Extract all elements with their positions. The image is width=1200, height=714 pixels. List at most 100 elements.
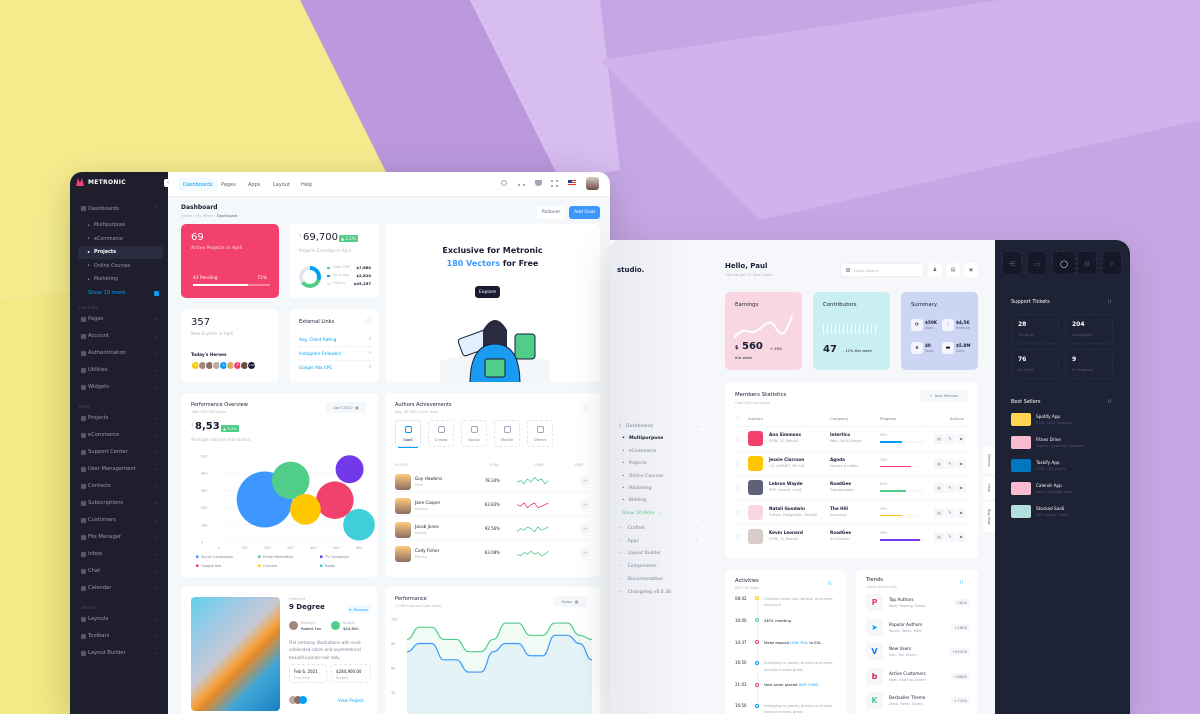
app-name[interactable]: Spotify App	[1036, 414, 1061, 419]
settings-icon[interactable]: ▤	[934, 458, 944, 469]
tab-mobile[interactable]: Mobile	[494, 420, 520, 447]
app-name[interactable]: Stocked SaaS	[1036, 506, 1065, 511]
edit-icon[interactable]: ✎	[945, 434, 955, 444]
sidebar-item-layout-builder[interactable]: — Layout Builder	[618, 551, 661, 556]
trend-title[interactable]: New Users	[889, 646, 912, 651]
sidebar-item-projects[interactable]: • Projects	[622, 461, 647, 466]
user-avatar[interactable]	[586, 177, 599, 190]
tab-help[interactable]: Help	[301, 181, 313, 188]
external-link-icon[interactable]: ↗	[368, 365, 372, 370]
apps-icon[interactable]	[551, 180, 558, 187]
delete-icon[interactable]: ▪	[956, 434, 966, 444]
external-link-icon[interactable]: ↗	[368, 351, 372, 356]
tab-pages[interactable]: Pages	[221, 181, 236, 188]
sidebar-item-projects[interactable]: • Projects	[78, 246, 163, 259]
side-tab-buy-now[interactable]: Buy Now	[983, 502, 995, 532]
add-goal-button[interactable]: Add Goal	[569, 206, 600, 219]
sidebar-item-documentation[interactable]: — Documentation	[618, 577, 663, 582]
edit-icon[interactable]: ✎	[945, 532, 955, 542]
activity-link[interactable]: #XF-2356	[798, 682, 818, 688]
view-button[interactable]: →	[581, 501, 589, 509]
tab-crypto[interactable]: Crypto	[428, 420, 454, 447]
sidebar-item-layout-builder[interactable]: Layout Builder ⌄	[78, 647, 163, 660]
settings-icon[interactable]: ▤	[934, 483, 944, 493]
external-link[interactable]: Google Ads CPC	[299, 365, 333, 370]
sidebar-item-projects[interactable]: Projects ⌄	[78, 412, 163, 425]
rollover-button[interactable]: Rollover	[537, 206, 565, 219]
messages-button[interactable]: ▤	[946, 263, 960, 277]
settings-icon[interactable]: ▤	[934, 434, 944, 444]
quick-search-input[interactable]: Quick Search	[840, 263, 924, 277]
side-tab-demos[interactable]: Demos	[983, 447, 995, 473]
delete-icon[interactable]: ▪	[956, 458, 966, 469]
sidebar-item-inbox[interactable]: Inbox ⌄	[78, 548, 163, 561]
trend-title[interactable]: Bestseller Theme	[889, 695, 926, 700]
breadcrumb-team[interactable]: My Team	[196, 213, 213, 218]
author-name[interactable]: Guy Hawkins	[415, 476, 443, 481]
side-tab-help[interactable]: Help	[983, 477, 995, 499]
sidebar-item-marketing[interactable]: • Marketing	[78, 273, 163, 286]
sidebar-item-bidding[interactable]: • Bidding	[622, 498, 646, 503]
row-checkbox[interactable]	[735, 460, 741, 467]
sidebar-item-authentication[interactable]: Authentication ⌄	[78, 347, 163, 360]
sidebar-item-ecommerce[interactable]: eCommerce ⌄	[78, 429, 163, 442]
sidebar-item-calendar[interactable]: Calendar ⌄	[78, 582, 163, 595]
sidebar-item-online-courses[interactable]: • Online Courses	[78, 260, 163, 273]
period-select[interactable]: Today ▦	[553, 596, 587, 607]
row-checkbox[interactable]	[735, 436, 741, 442]
flag-icon[interactable]	[568, 180, 576, 186]
sidebar-item-multipurpose[interactable]: • Multipurpose	[622, 436, 663, 441]
external-link[interactable]: Instagram Followers	[299, 351, 342, 356]
search-icon[interactable]	[501, 180, 507, 186]
menu-icon[interactable]: ⁞⁞	[960, 580, 964, 586]
sidebar-item-support-center[interactable]: Support Center ⌄	[78, 446, 163, 459]
ring-icon[interactable]: ◯	[1052, 251, 1076, 275]
menu-icon[interactable]: ⁞⁞	[1108, 299, 1112, 305]
sidebar-item-ecommerce[interactable]: • eCommerce	[78, 233, 163, 246]
sidebar-item-multipurpose[interactable]: • Multipurpose	[78, 219, 163, 232]
activity-link[interactable]: USD 700	[790, 639, 807, 645]
tab-dashboards[interactable]: Dashboards	[178, 178, 218, 191]
gear-icon[interactable]: ⚙	[1077, 251, 1097, 275]
new-member-button[interactable]: + New Member	[920, 390, 968, 402]
notifications-button[interactable]: ♟	[928, 263, 942, 277]
search-icon[interactable]: ⌕	[1102, 251, 1122, 275]
settings-icon[interactable]: ▤	[934, 507, 944, 518]
sidebar-item-utilities[interactable]: Utilities ⌄	[78, 364, 163, 377]
sidebar-item-widgets[interactable]: Widgets ⌄	[78, 381, 163, 394]
sidebar-item-user-management[interactable]: User Management ⌄	[78, 463, 163, 476]
view-button[interactable]: →	[581, 477, 589, 485]
settings-icon[interactable]: ▤	[934, 532, 944, 542]
row-checkbox[interactable]	[735, 534, 741, 540]
menu-icon[interactable]: ⁞⁞	[828, 581, 832, 587]
sidebar-item-crafted[interactable]: — Crafted ›	[618, 526, 698, 531]
sidebar-item-chat[interactable]: Chat ⌄	[78, 565, 163, 578]
menu-icon[interactable]: ⁞⁞	[1108, 399, 1112, 405]
app-name[interactable]: Calendr App	[1036, 483, 1062, 488]
app-name[interactable]: Taskify App	[1036, 460, 1060, 465]
view-project-link[interactable]: View Project	[338, 698, 364, 703]
row-checkbox[interactable]	[735, 485, 741, 491]
collapse-sidebar-icon[interactable]: «	[164, 179, 172, 187]
tab-social[interactable]: Social	[461, 420, 487, 447]
more-avatars-badge[interactable]: +42	[247, 361, 256, 370]
delete-icon[interactable]: ▪	[956, 483, 966, 493]
delete-icon[interactable]: ▪	[956, 507, 966, 518]
view-button[interactable]: →	[581, 525, 589, 533]
tab-others[interactable]: Others	[527, 420, 553, 447]
sidebar-item-dashboards[interactable]: Dashboards ⌃	[78, 202, 163, 215]
edit-icon[interactable]: ✎	[945, 483, 955, 493]
edit-icon[interactable]: ✎	[945, 458, 955, 469]
tab-layout[interactable]: Layout	[273, 181, 290, 188]
select-all-checkbox[interactable]	[735, 415, 741, 421]
trend-title[interactable]: Top Authors	[889, 597, 914, 602]
sidebar-item-online-courses[interactable]: • Online Courses	[622, 474, 663, 479]
external-link[interactable]: Avg. Client Rating	[299, 337, 337, 342]
member-name[interactable]: Kevin Leonard	[769, 530, 803, 535]
sidebar-item-file-manager[interactable]: File Manager ⌄	[78, 531, 163, 544]
tab-apps[interactable]: Apps	[248, 181, 261, 188]
author-name[interactable]: Jane Cooper	[415, 500, 441, 505]
breadcrumb-home[interactable]: Home	[181, 213, 193, 218]
sidebar-item-contacts[interactable]: Contacts ⌄	[78, 480, 163, 493]
delete-icon[interactable]: ▪	[956, 532, 966, 542]
